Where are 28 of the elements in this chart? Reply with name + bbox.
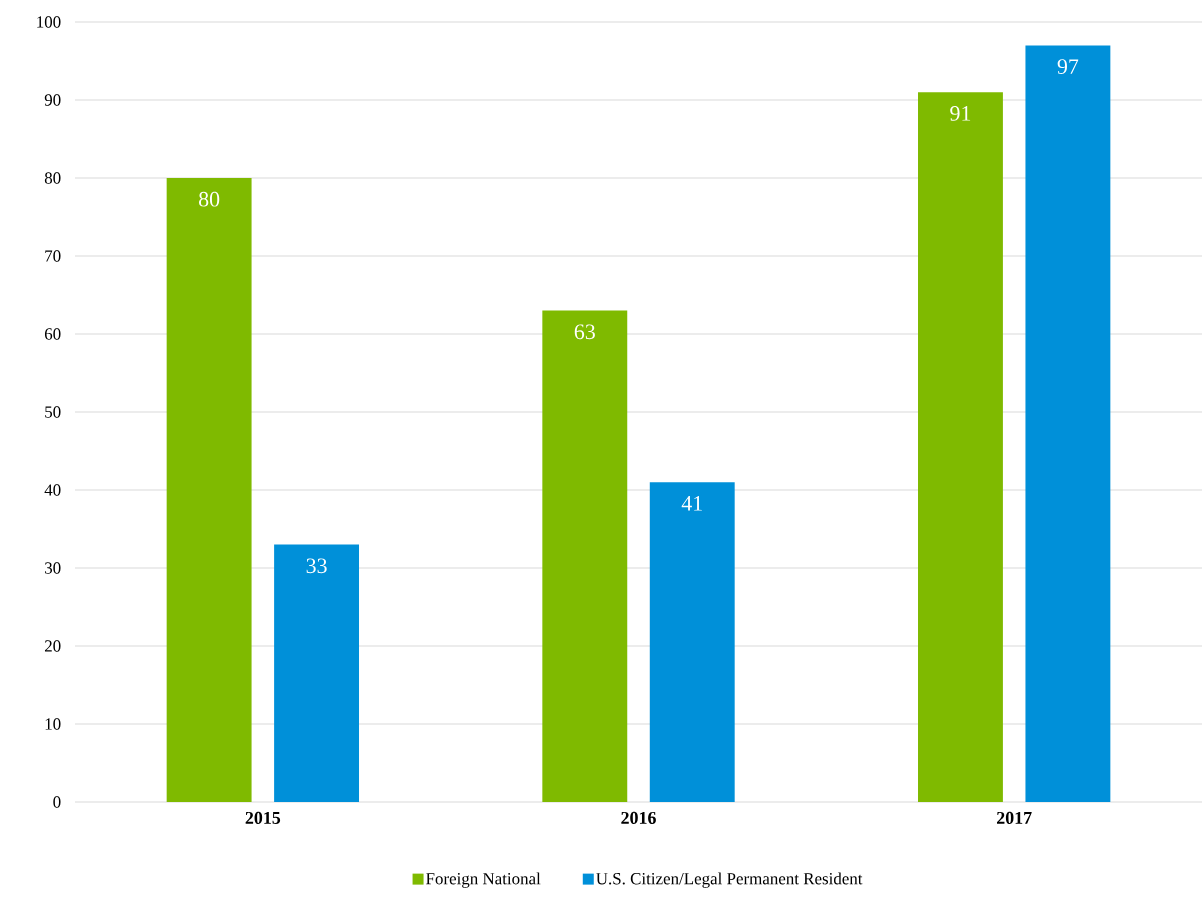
- bar: [918, 92, 1003, 802]
- y-tick-label: 20: [44, 640, 61, 652]
- y-tick-label: 100: [37, 16, 61, 28]
- bar: [542, 310, 628, 802]
- data-label: 33: [306, 558, 327, 574]
- y-tick-label: 30: [45, 562, 61, 574]
- data-label: 97: [1057, 59, 1079, 74]
- legend-label: Foreign National: [426, 872, 541, 888]
- y-tick-label: 50: [45, 406, 61, 418]
- x-tick-label: 2015: [245, 811, 281, 824]
- y-tick-label: 80: [44, 172, 61, 184]
- data-label: 91: [950, 106, 971, 121]
- y-tick-label: 60: [44, 328, 61, 340]
- y-tick-label: 90: [44, 94, 61, 106]
- y-tick-label: 10: [45, 718, 61, 730]
- x-tick-label: 2016: [621, 811, 656, 824]
- y-tick-label: 70: [45, 250, 61, 262]
- data-label: 80: [198, 191, 220, 207]
- legend-label: U.S. Citizen/Legal Permanent Resident: [596, 872, 863, 888]
- bar: [1025, 45, 1111, 802]
- data-label: 63: [574, 324, 595, 340]
- data-label: 41: [681, 496, 702, 511]
- y-tick-label: 40: [44, 484, 61, 496]
- bar: [166, 177, 252, 802]
- bar: [649, 482, 735, 802]
- y-tick-label: 0: [53, 796, 61, 808]
- bar: [274, 544, 360, 802]
- x-tick-label: 2017: [997, 811, 1032, 824]
